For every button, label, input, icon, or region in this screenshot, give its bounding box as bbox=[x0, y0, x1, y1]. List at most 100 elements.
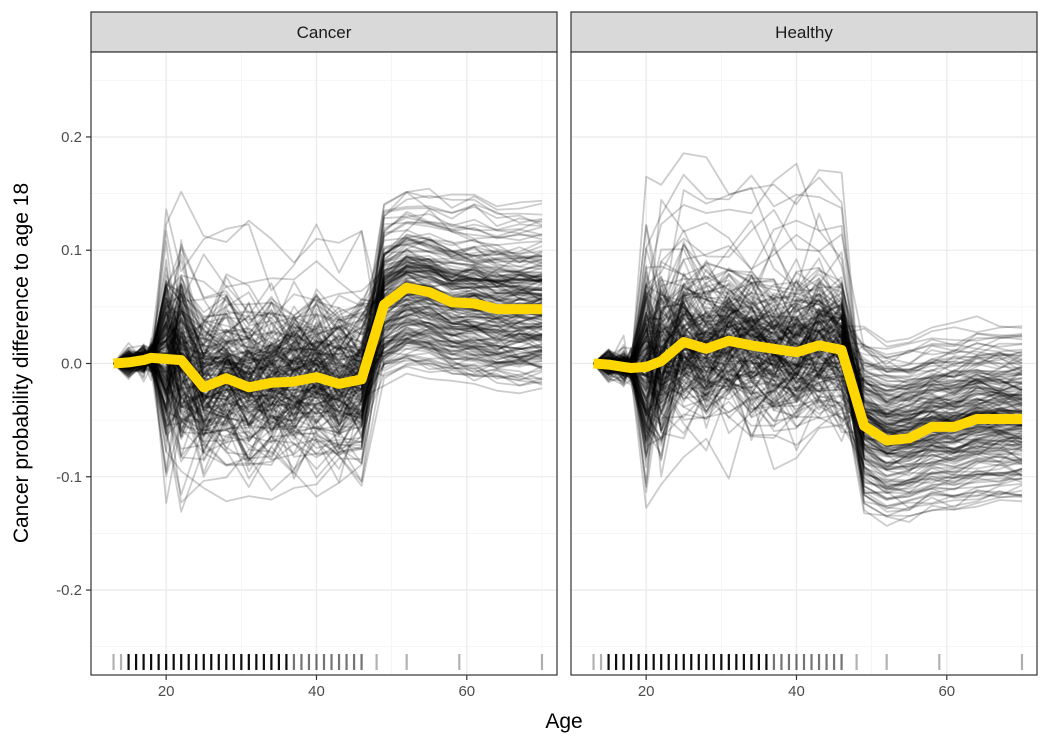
ice-curve bbox=[593, 322, 1023, 492]
ice-curve bbox=[593, 293, 1023, 436]
ice-curve bbox=[113, 283, 543, 433]
ice-curve bbox=[113, 238, 543, 402]
ice-curve bbox=[113, 237, 543, 374]
ice-curve bbox=[593, 331, 1023, 469]
ice-curve bbox=[593, 251, 1023, 411]
ice-curve bbox=[113, 267, 543, 402]
ice-curve bbox=[113, 330, 543, 406]
ice-curve bbox=[113, 213, 543, 479]
ice-curve bbox=[113, 298, 543, 504]
ice-curve bbox=[593, 284, 1023, 518]
ice-curve bbox=[113, 279, 543, 442]
ice-curve bbox=[113, 290, 543, 438]
ice-curve bbox=[113, 337, 543, 422]
ice-curve bbox=[593, 173, 1023, 446]
ice-curve bbox=[113, 351, 543, 458]
y-axis-title: Cancer probability difference to age 18 bbox=[10, 183, 33, 543]
ice-curve bbox=[592, 269, 1023, 403]
ice-curve bbox=[592, 345, 1023, 438]
ice-curve bbox=[593, 332, 1023, 488]
ice-curve bbox=[112, 298, 543, 428]
x-axis-healthy: 20 40 60 bbox=[638, 675, 955, 700]
ice-curve bbox=[593, 247, 1023, 456]
ice-curve bbox=[113, 324, 543, 390]
ice-curve bbox=[112, 264, 543, 471]
ice-curve bbox=[112, 283, 543, 430]
ice-curve bbox=[113, 304, 543, 438]
ice-curve bbox=[113, 216, 543, 425]
ice-curve bbox=[593, 295, 1023, 372]
ice-curve bbox=[593, 212, 1023, 402]
ice-curve bbox=[113, 272, 543, 396]
ice-curve bbox=[593, 346, 1023, 420]
rug-cancer bbox=[112, 654, 544, 670]
ice-curve bbox=[593, 351, 1023, 444]
x-tick-label: 60 bbox=[938, 683, 955, 700]
ice-curve bbox=[592, 324, 1023, 409]
ice-curve bbox=[113, 222, 543, 424]
ice-curve bbox=[593, 346, 1023, 495]
pdp-line bbox=[113, 282, 542, 393]
ice-curve bbox=[592, 295, 1023, 414]
ice-curve bbox=[593, 353, 1023, 429]
ice-curve bbox=[113, 264, 543, 450]
ice-curve bbox=[113, 274, 543, 369]
strip-cancer bbox=[90, 11, 558, 53]
ice-curve bbox=[113, 266, 543, 392]
ice-curve bbox=[113, 328, 543, 496]
ice-curve bbox=[112, 302, 543, 437]
x-axis-title: Age bbox=[545, 710, 582, 733]
ice-curve bbox=[113, 274, 543, 393]
ice-curve bbox=[113, 203, 543, 426]
ice-curve bbox=[113, 319, 543, 442]
ice-curve bbox=[593, 328, 1023, 455]
ice-curve bbox=[593, 262, 1023, 385]
ice-curve bbox=[113, 304, 543, 365]
ice-curve bbox=[113, 271, 543, 458]
ice-curve bbox=[593, 314, 1023, 511]
strip-label-healthy: Healthy bbox=[775, 23, 833, 42]
ice-curve bbox=[593, 351, 1023, 392]
ice-curve bbox=[113, 242, 543, 398]
ice-curve bbox=[593, 289, 1023, 448]
ice-curve bbox=[113, 276, 543, 433]
ice-curve bbox=[113, 238, 543, 382]
ice-curve bbox=[593, 338, 1023, 440]
ice-curve bbox=[593, 223, 1023, 412]
ice-curve bbox=[593, 305, 1023, 508]
ice-curve bbox=[113, 269, 543, 377]
ice-curve bbox=[593, 280, 1023, 477]
ice-curve bbox=[593, 297, 1023, 418]
ice-curve bbox=[112, 208, 543, 389]
ice-curve bbox=[593, 291, 1023, 432]
ice-curve bbox=[593, 309, 1023, 416]
x-tick-label: 40 bbox=[308, 683, 325, 700]
ice-curve bbox=[593, 344, 1023, 424]
ice-curve bbox=[112, 339, 543, 441]
ice-curve bbox=[593, 317, 1023, 477]
ice-curve bbox=[593, 275, 1023, 423]
y-tick-label: 0.1 bbox=[61, 242, 82, 259]
ice-curve bbox=[112, 258, 543, 432]
ice-curve bbox=[113, 249, 543, 383]
ice-curve bbox=[112, 232, 543, 365]
ice-curve bbox=[113, 208, 543, 374]
ice-curve bbox=[593, 361, 1023, 455]
ice-curve bbox=[592, 319, 1023, 432]
ice-curve bbox=[112, 265, 543, 437]
ice-curve bbox=[593, 310, 1023, 470]
ice-curve bbox=[113, 282, 543, 368]
ice-curve bbox=[593, 336, 1023, 429]
ice-curve bbox=[592, 333, 1023, 459]
ice-curve bbox=[113, 338, 543, 394]
pdp-line bbox=[593, 335, 1022, 446]
ice-curve bbox=[113, 263, 543, 492]
ice-curves-cancer bbox=[112, 187, 543, 513]
ice-curve bbox=[113, 269, 543, 426]
ice-curve bbox=[113, 213, 543, 381]
ice-curve bbox=[113, 352, 543, 428]
ice-curve bbox=[113, 297, 543, 387]
x-tick-label: 40 bbox=[788, 683, 805, 700]
ice-curve bbox=[593, 297, 1023, 478]
